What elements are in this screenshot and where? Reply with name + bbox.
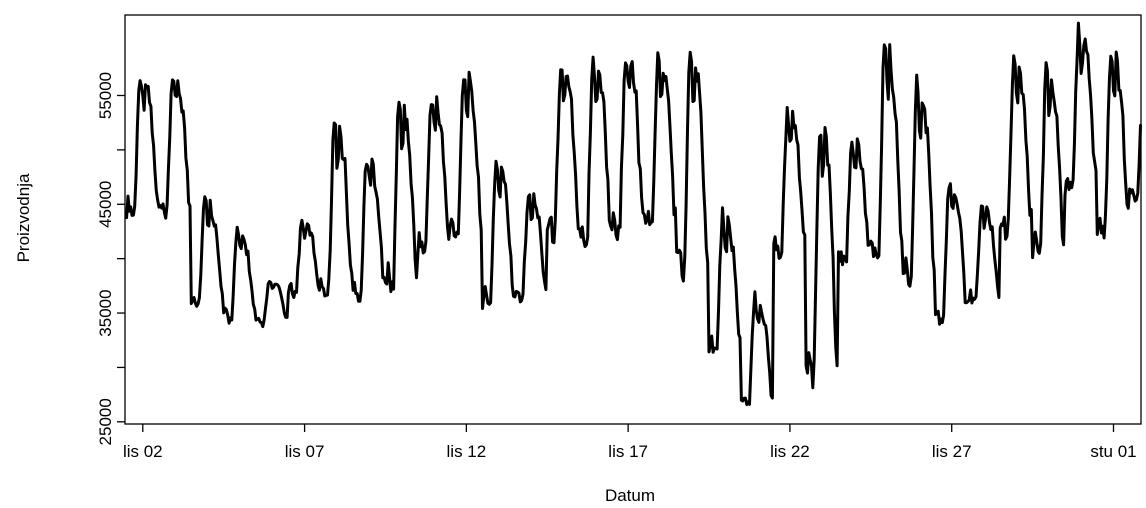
y-axis: 25000 35000 45000 55000 xyxy=(96,72,125,445)
x-tick-label: lis 17 xyxy=(608,442,648,461)
plot-frame xyxy=(124,14,1142,425)
x-tick-label: lis 02 xyxy=(123,442,163,461)
x-axis: lis 02 lis 07 lis 12 lis 17 lis 22 lis 27 stu … xyxy=(123,424,1137,461)
y-axis-title: Proizvodnja xyxy=(14,173,33,262)
y-tick-label: 45000 xyxy=(96,181,115,228)
x-tick-label: lis 12 xyxy=(447,442,487,461)
series-line xyxy=(125,21,1142,407)
x-tick-label: lis 27 xyxy=(932,442,972,461)
x-tick-label: stu 01 xyxy=(1090,442,1136,461)
x-axis-title: Datum xyxy=(605,486,655,505)
y-tick-label: 35000 xyxy=(96,289,115,336)
x-tick-label: lis 22 xyxy=(770,442,810,461)
y-tick-label: 25000 xyxy=(96,398,115,445)
x-tick-label: lis 07 xyxy=(285,442,325,461)
y-tick-label: 55000 xyxy=(96,72,115,119)
